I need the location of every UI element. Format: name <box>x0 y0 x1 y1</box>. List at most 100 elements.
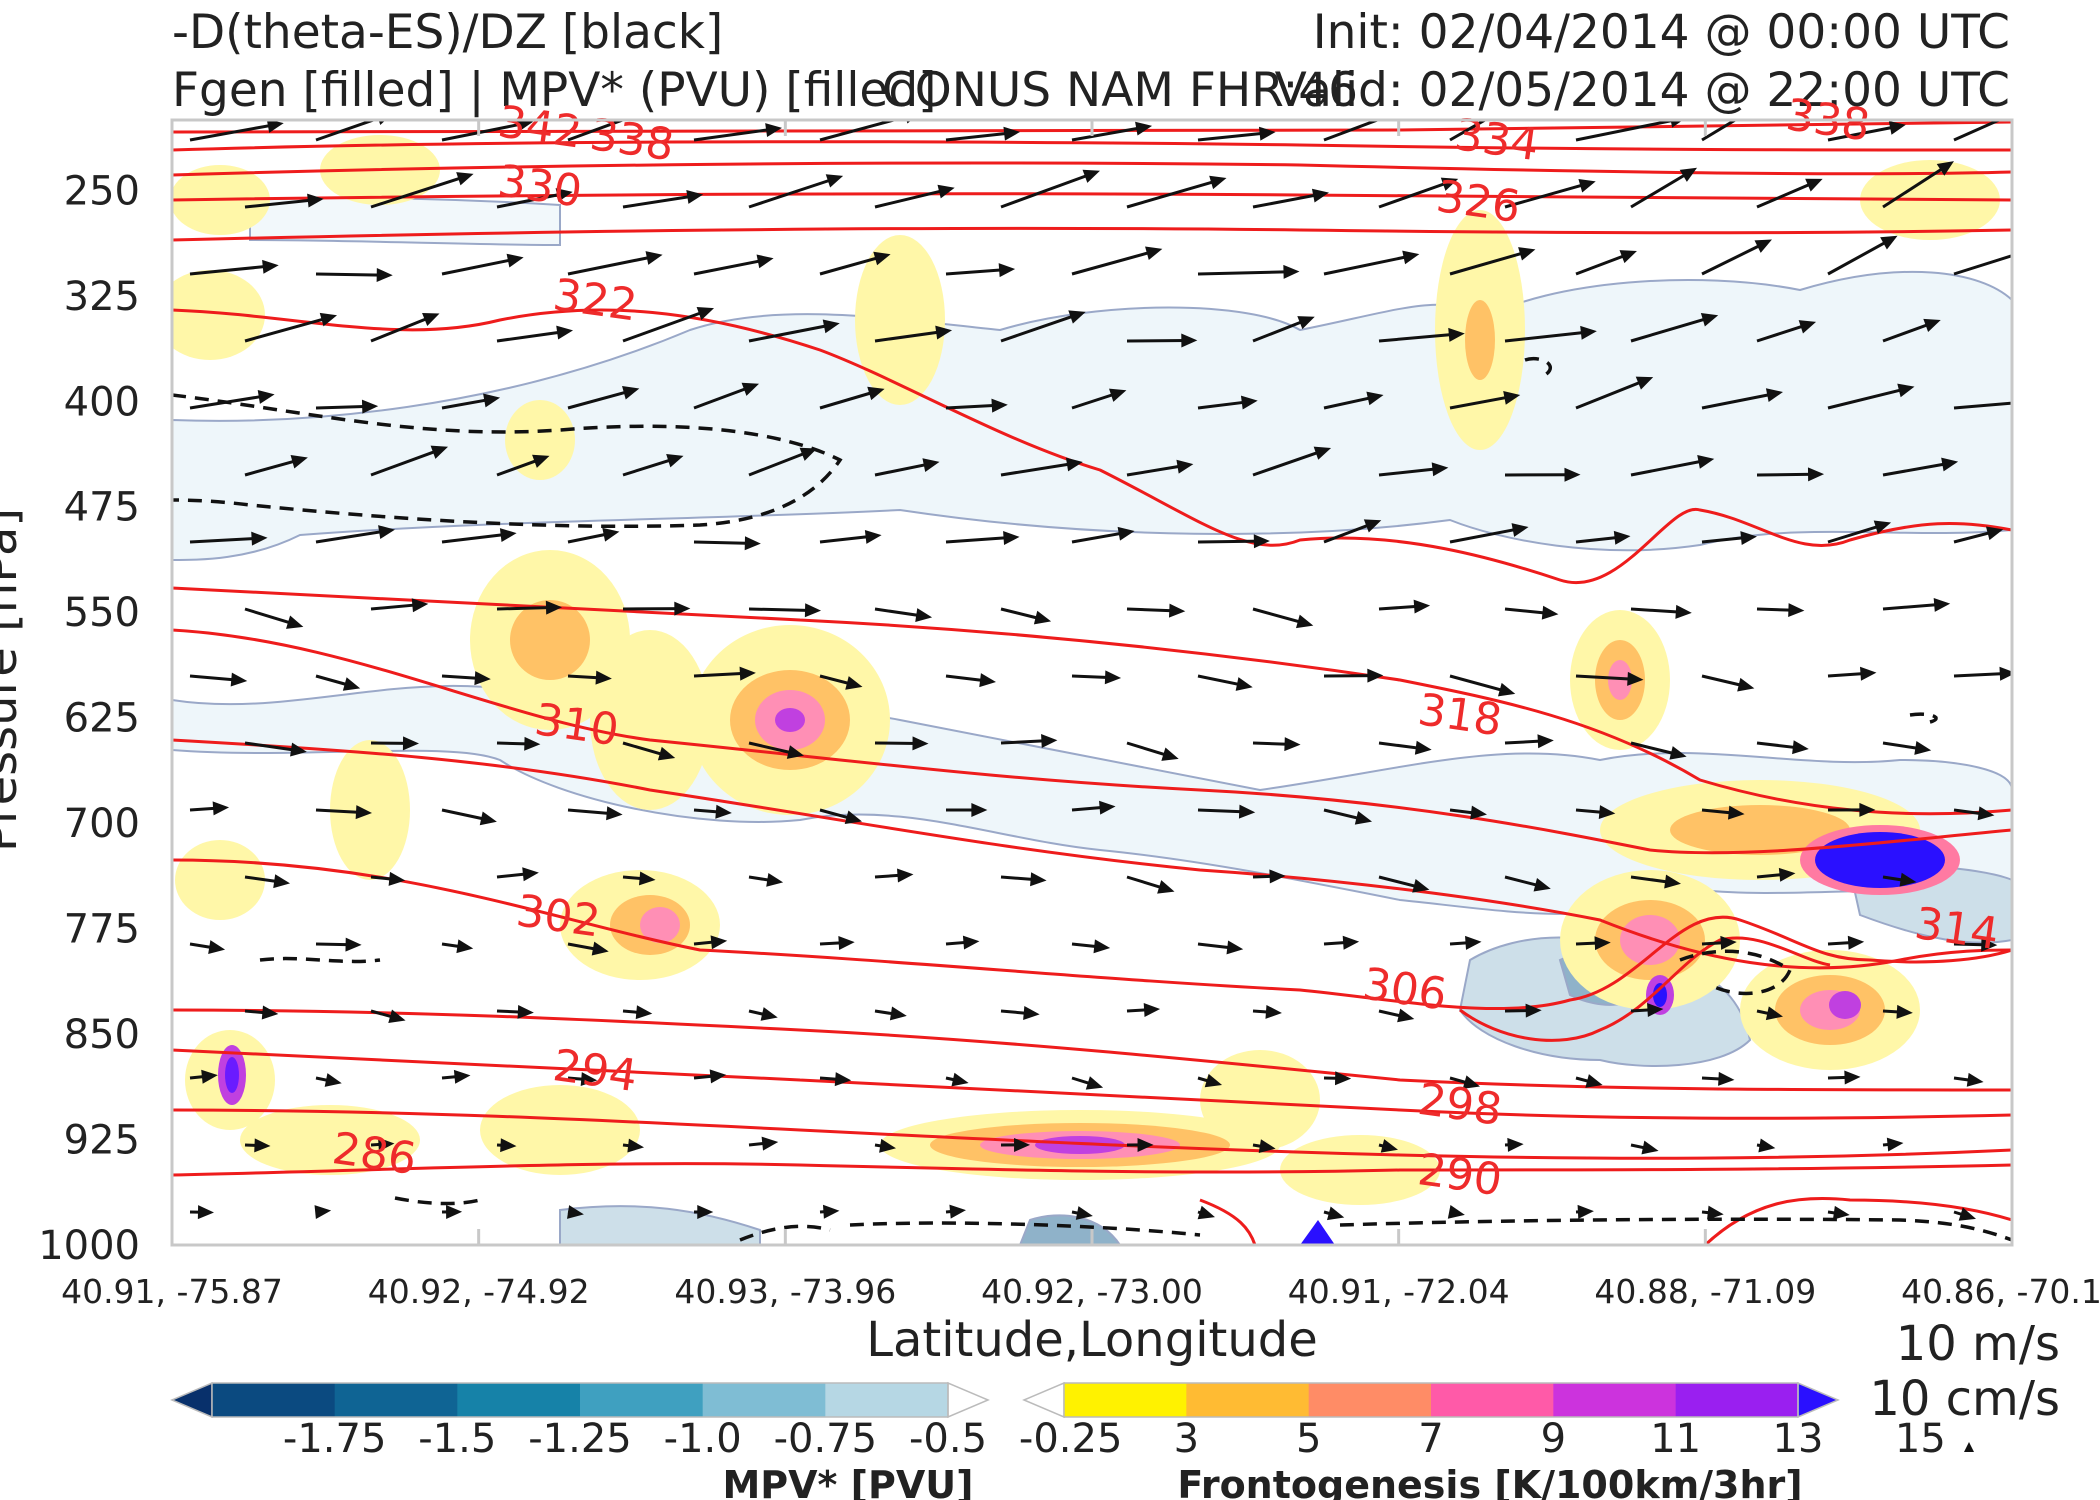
wind-vector-shaft <box>622 457 675 477</box>
wind-vector-head <box>545 600 563 615</box>
wind-vector-head <box>741 382 760 396</box>
wind-vector-shaft <box>1630 316 1710 343</box>
wind-vector-shaft <box>1071 250 1154 276</box>
wind-vector-shaft <box>1701 674 1746 688</box>
wind-vector-head <box>1641 1140 1659 1155</box>
wind-vector-shaft <box>819 120 900 142</box>
theta-label-306: 306 <box>1360 958 1450 1020</box>
wind-vector-head <box>922 458 940 472</box>
wind-vector-shaft <box>1756 323 1808 343</box>
wind-vector-shaft <box>874 607 923 618</box>
wind-vector-head <box>971 802 988 817</box>
wind-vector-head <box>627 1138 645 1153</box>
wind-vector-head <box>822 319 840 334</box>
wind-vector-shaft <box>189 394 266 410</box>
wind-vector-shaft <box>189 264 270 276</box>
wind-vector-head <box>197 1205 214 1220</box>
colorbar-extend-low <box>170 1381 213 1419</box>
wind-vector-shaft <box>1504 607 1549 615</box>
wind-vector-shaft <box>567 532 611 544</box>
wind-vector-head <box>376 267 393 282</box>
wind-vector-head <box>1765 388 1783 402</box>
wind-vector-shaft <box>1701 392 1774 410</box>
wind-vector-head <box>744 536 761 551</box>
wind-vector-head <box>1936 161 1954 176</box>
colorbar-outline <box>1063 1382 1799 1418</box>
colorbar-swatch-2 <box>1308 1383 1432 1417</box>
wind-vector-shaft <box>693 385 751 410</box>
y-tick-label-8: 850 <box>64 1012 140 1058</box>
wind-vector-shaft <box>370 175 465 209</box>
wind-vector-shaft <box>567 808 614 816</box>
wind-vector-head <box>378 1137 395 1152</box>
wind-vector-head <box>456 939 474 954</box>
wind-vector-head <box>638 871 656 886</box>
wind-vector-shaft <box>1126 741 1170 758</box>
wind-vector-head <box>1511 523 1529 537</box>
wind-vector-head <box>1135 121 1153 136</box>
wind-vector-head <box>251 531 268 546</box>
x-tick-label-4: 40.91, -72.04 <box>1288 1272 1510 1311</box>
wind-vector-shaft <box>1630 171 1690 209</box>
wind-vector-shaft <box>1071 126 1143 142</box>
wind-vector-shaft <box>1378 875 1421 889</box>
wind-vector-head <box>1847 935 1865 950</box>
wind-vector-shaft <box>1252 607 1305 625</box>
wind-vector-head <box>915 608 933 623</box>
wind-vector-head <box>864 529 882 544</box>
wind-vector-head <box>1003 531 1020 545</box>
wind-vector-head <box>602 527 620 542</box>
wind-vector-head <box>1413 599 1431 614</box>
wind-vector-head <box>760 1007 778 1021</box>
wind-vector-shaft <box>1323 120 1382 142</box>
wind-vector-head <box>500 1138 517 1153</box>
wind-vector-shaft <box>1449 674 1507 693</box>
colorbar-swatch-3 <box>580 1383 704 1417</box>
wind-vector-head <box>674 601 691 616</box>
wind-vector-head <box>889 1006 907 1021</box>
wind-vector-head <box>567 1205 584 1219</box>
wind-vector-head <box>430 445 449 459</box>
wind-vector-head <box>1326 1206 1345 1221</box>
wind-vector-shaft <box>1197 270 1290 276</box>
wind-vector-head <box>1023 1006 1040 1020</box>
wind-vector-head <box>1367 668 1384 683</box>
wind-vector-head <box>1145 246 1163 260</box>
mpv-tick-4: -0.75 <box>774 1416 878 1462</box>
wind-vector-shaft <box>1000 462 1074 477</box>
wind-vector-head <box>1003 126 1021 141</box>
wind-vector-head <box>1899 872 1917 887</box>
theta-label-318: 318 <box>1415 684 1505 746</box>
wind-vector-shaft <box>1882 461 1949 477</box>
wind-vector-head <box>319 312 338 327</box>
wind-vector-shaft <box>1252 318 1307 343</box>
fgen-tick-1: 5 <box>1296 1416 1321 1462</box>
wind-vector-shaft <box>244 198 315 209</box>
wind-vector-shaft <box>819 390 876 410</box>
colorbar-swatch-3 <box>1431 1383 1554 1417</box>
y-tick-label-1: 325 <box>64 274 140 320</box>
wind-vector-head <box>622 385 640 400</box>
y-tick-label-7: 775 <box>64 907 140 953</box>
wind-vector-head <box>1104 670 1122 685</box>
wind-vector-head <box>422 313 440 327</box>
wind-vector-head <box>1085 1076 1104 1090</box>
wind-vector-head <box>517 1004 534 1019</box>
wind-vector-head <box>1727 805 1745 820</box>
wind-vector-head <box>1737 677 1755 692</box>
wind-vector-shaft <box>1000 313 1078 343</box>
wind-vector-head <box>388 1009 406 1024</box>
y-tick-label-0: 250 <box>64 168 140 214</box>
wind-vector-head <box>516 120 534 132</box>
wind-vector-head <box>1258 126 1276 141</box>
colorbar-swatch-2 <box>457 1383 581 1417</box>
wind-vector-shaft <box>496 192 564 209</box>
wind-vector-shaft <box>1882 741 1922 751</box>
colorbar-outline <box>211 1382 949 1418</box>
fgen-tick-5: 13 <box>1773 1416 1824 1462</box>
wind-vector-head <box>1402 250 1420 265</box>
theta-label-314: 314 <box>1912 898 2002 960</box>
wind-vector-head <box>314 1205 332 1220</box>
wind-vector-shaft <box>1630 607 1683 614</box>
wind-vector-shaft <box>1378 332 1456 343</box>
